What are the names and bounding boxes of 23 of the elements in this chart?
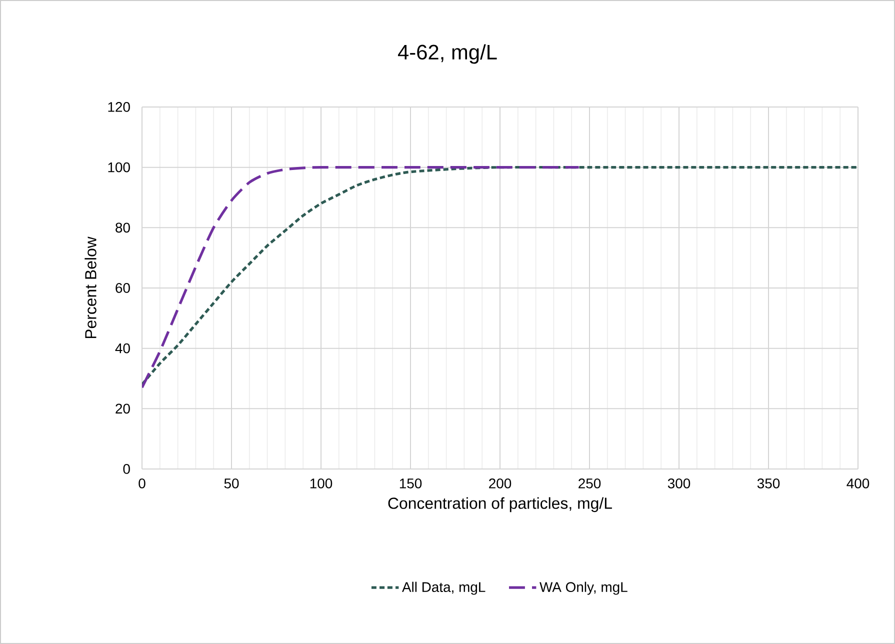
line-series [142,166,580,389]
x-tick-label: 200 [489,478,512,488]
y-tick-label: 80 [116,222,130,233]
y-tick-label: 0 [123,464,130,474]
y-tick-label: 100 [108,162,130,172]
y-tick-label: 120 [108,102,130,112]
y-tick-label: 40 [115,343,130,354]
x-tick-label: 300 [668,478,690,488]
x-tick-label: 400 [846,478,870,488]
y-axis-title: Percent Below [84,236,96,338]
y-tick-label: 20 [116,404,130,414]
x-tick-label: 50 [224,478,239,488]
x-tick-label: 350 [757,478,780,488]
y-tick-label: 60 [116,283,130,293]
legend-label: All Data, mgL [402,582,486,595]
line-series [142,166,858,386]
chart-title: 4-62, mg/L [398,44,497,64]
x-axis-title: Concentration of particles, mg/L [388,497,612,512]
legend-label: WA Only, mgL [540,582,628,595]
x-tick-label: 150 [400,478,422,488]
x-tick-label: 0 [138,478,146,488]
x-tick-label: 100 [310,478,332,488]
x-tick-label: 250 [578,478,601,488]
